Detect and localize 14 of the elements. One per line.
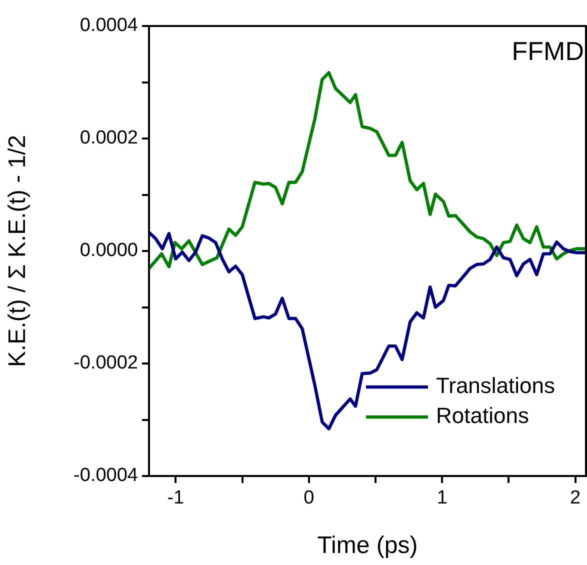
legend-label: Translations bbox=[436, 373, 556, 398]
y-tick-label: 0.0002 bbox=[80, 128, 138, 149]
x-tick-label: 1 bbox=[436, 488, 448, 509]
y-tick-label: -0.0002 bbox=[74, 352, 138, 374]
x-tick-label: 0 bbox=[304, 488, 314, 509]
annotation: FFMD bbox=[512, 36, 584, 66]
y-axis-title: K.E.(t) / Σ K.E.(t) - 1/2 bbox=[4, 134, 32, 368]
y-tick-label: 0.0004 bbox=[80, 15, 138, 36]
y-tick-label: 0.0000 bbox=[80, 240, 138, 262]
legend-label: Rotations bbox=[436, 403, 529, 428]
x-tick-label: -1 bbox=[167, 488, 184, 509]
x-tick-label: 2 bbox=[570, 488, 581, 509]
y-tick-label: -0.0004 bbox=[74, 465, 138, 486]
x-axis-title: Time (ps) bbox=[317, 532, 418, 560]
